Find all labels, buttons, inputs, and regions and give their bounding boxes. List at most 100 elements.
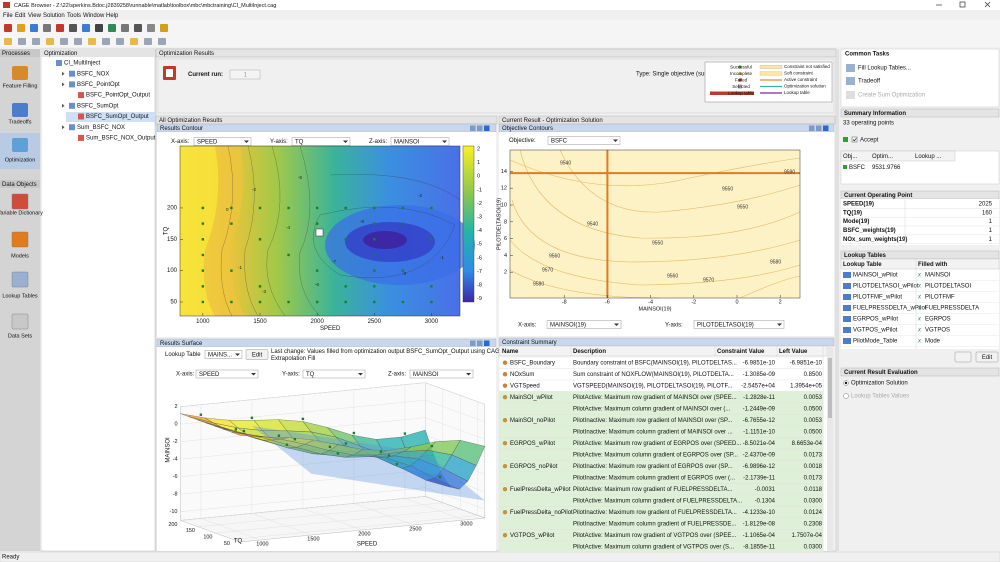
- operating-point[interactable]: [287, 206, 290, 210]
- menu-item[interactable]: File: [3, 13, 13, 19]
- surface-point[interactable]: [344, 442, 348, 445]
- operating-point[interactable]: [401, 206, 405, 210]
- panel-button[interactable]: [470, 340, 476, 347]
- tool-button[interactable]: [82, 24, 90, 32]
- x-axis-dropdown[interactable]: [193, 137, 252, 146]
- dropdown-arrow[interactable]: [343, 140, 348, 144]
- surface-point[interactable]: [438, 475, 442, 479]
- x-axis-dropdown[interactable]: [546, 320, 622, 329]
- operating-point[interactable]: [430, 285, 433, 288]
- operating-point[interactable]: [401, 269, 405, 272]
- z-axis-dropdown[interactable]: [409, 369, 474, 379]
- tool-button[interactable]: [134, 24, 142, 32]
- accept-checkbox[interactable]: [851, 136, 858, 143]
- y-axis-dropdown[interactable]: [302, 369, 366, 379]
- surface-point[interactable]: [336, 452, 340, 455]
- tool-button[interactable]: [4, 24, 12, 32]
- operating-point[interactable]: [201, 206, 205, 210]
- surface-point[interactable]: [430, 444, 434, 448]
- process-item[interactable]: Optimization: [5, 157, 36, 163]
- tool-button[interactable]: [60, 38, 68, 45]
- surface-point[interactable]: [379, 450, 383, 453]
- task-link[interactable]: Fill Lookup Tables...: [858, 66, 911, 72]
- toolbar-icons[interactable]: [4, 24, 168, 45]
- lookup-table-name[interactable]: PilotMode_Table: [853, 339, 898, 345]
- tree-node[interactable]: BSFC_SumOpt_Output: [86, 114, 149, 120]
- task-icon[interactable]: [846, 91, 855, 99]
- panel-button[interactable]: [484, 125, 490, 132]
- dropdown-arrow[interactable]: [442, 140, 447, 144]
- z-axis-dropdown-text[interactable]: MAINSOI: [394, 140, 420, 146]
- tool-button[interactable]: [95, 24, 103, 32]
- operating-point[interactable]: [401, 300, 405, 304]
- operating-point[interactable]: [230, 300, 233, 304]
- selected-point[interactable]: [315, 228, 324, 237]
- tool-button[interactable]: [144, 38, 152, 45]
- surface-point[interactable]: [285, 443, 289, 446]
- constraint-row[interactable]: [498, 540, 824, 553]
- edit-button-label[interactable]: Edit: [982, 355, 993, 361]
- tree-node[interactable]: CI_MultiInject: [64, 61, 101, 67]
- x-axis-dropdown-text[interactable]: MAINSOI(19): [550, 323, 586, 329]
- menu-item[interactable]: Edit: [15, 13, 26, 19]
- tool-button[interactable]: [130, 38, 138, 45]
- operating-point[interactable]: [201, 269, 205, 272]
- table-scrollbar[interactable]: [827, 346, 833, 551]
- tree-node[interactable]: Sum_BSFC_NOX: [77, 125, 125, 131]
- menu-item[interactable]: Help: [106, 13, 119, 19]
- tool-button[interactable]: [160, 24, 168, 32]
- surface-point[interactable]: [293, 437, 297, 441]
- operating-point[interactable]: [373, 222, 376, 225]
- operating-point[interactable]: [287, 300, 290, 304]
- operating-point[interactable]: [315, 206, 319, 210]
- lookup-dropdown[interactable]: [204, 350, 243, 359]
- radio-dot[interactable]: [844, 381, 848, 385]
- evaluation-option[interactable]: Optimization Solution: [851, 381, 908, 387]
- data-object-icon[interactable]: [11, 271, 29, 288]
- tree-node[interactable]: BSFC_NOX: [77, 71, 109, 77]
- tool-button[interactable]: [88, 38, 96, 45]
- operating-point[interactable]: [373, 285, 376, 288]
- tree-node[interactable]: BSFC_PointOpt_Output: [86, 93, 150, 99]
- operating-point[interactable]: [258, 206, 262, 210]
- operating-point[interactable]: [373, 300, 376, 304]
- edit-button-label[interactable]: Edit: [252, 352, 263, 358]
- current-run-value[interactable]: 1: [244, 72, 248, 78]
- tool-button[interactable]: [17, 24, 25, 32]
- checkmark[interactable]: [852, 138, 857, 142]
- tool-button[interactable]: [32, 38, 40, 45]
- panel-button[interactable]: [484, 340, 490, 347]
- radio-button[interactable]: [843, 393, 849, 399]
- tool-button[interactable]: [116, 38, 124, 45]
- operating-point[interactable]: [201, 300, 205, 304]
- operating-point[interactable]: [201, 253, 205, 257]
- y-axis-dropdown[interactable]: [291, 137, 351, 146]
- tool-button[interactable]: [147, 24, 155, 32]
- operating-point[interactable]: [258, 285, 262, 288]
- data-object-icon[interactable]: [11, 193, 29, 210]
- lookup-table-name[interactable]: MAINSOI_wPilot: [853, 273, 898, 279]
- lookup-dropdown-text[interactable]: MAINS...: [208, 353, 232, 359]
- tool-button[interactable]: [74, 38, 82, 45]
- surface-point[interactable]: [242, 429, 246, 433]
- operating-point[interactable]: [201, 238, 205, 241]
- operating-point[interactable]: [430, 206, 433, 210]
- tool-button[interactable]: [46, 38, 54, 45]
- panel-button[interactable]: [816, 125, 822, 132]
- dropdown-arrow[interactable]: [358, 373, 363, 376]
- y-axis-dropdown-text[interactable]: TQ: [306, 372, 315, 378]
- operating-point[interactable]: [230, 206, 233, 210]
- operating-point[interactable]: [344, 206, 347, 210]
- tree-expander[interactable]: [62, 125, 65, 130]
- menu-item[interactable]: View: [28, 13, 42, 19]
- operating-point[interactable]: [230, 269, 233, 272]
- tree-node[interactable]: BSFC_PointOpt: [77, 82, 120, 88]
- menu-item[interactable]: Window: [83, 13, 105, 19]
- edit-button[interactable]: [245, 349, 269, 360]
- operating-point[interactable]: [258, 238, 262, 241]
- tool-button[interactable]: [102, 38, 110, 45]
- tree-expander[interactable]: [62, 71, 65, 76]
- lookup-table-name[interactable]: FUELPRESSDELTA_wPilot: [853, 306, 927, 312]
- operating-point[interactable]: [373, 238, 376, 241]
- y-axis-dropdown-text[interactable]: TQ: [295, 140, 304, 146]
